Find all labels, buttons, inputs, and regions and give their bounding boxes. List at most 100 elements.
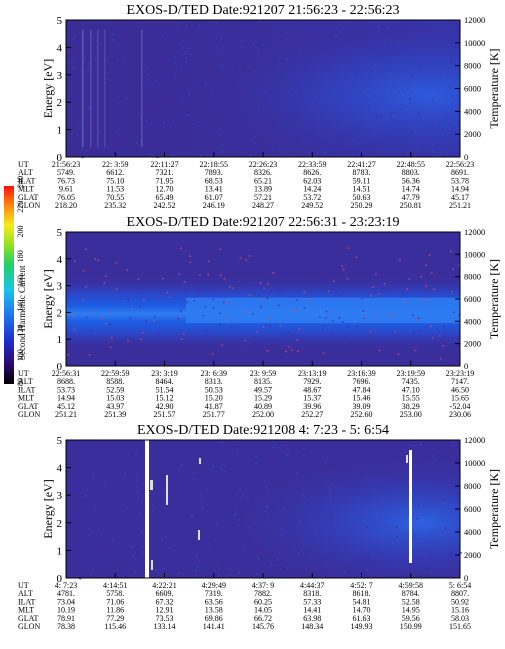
noise-pixel [212, 306, 215, 309]
noise-pixel [417, 503, 420, 506]
table-cell: 5: 6:54 [449, 581, 471, 590]
noise-pixel [321, 335, 324, 338]
noise-pixel [183, 281, 186, 283]
y-tick-label-right: 4000 [464, 527, 481, 537]
noise-pixel [432, 273, 435, 275]
noise-pixel [408, 278, 411, 280]
noise-pixel [373, 95, 376, 97]
noise-pixel [104, 58, 107, 60]
noise-pixel [235, 440, 238, 442]
table-row-label: GLON [18, 622, 40, 631]
table-cell: 8135. [254, 377, 272, 386]
noise-pixel [238, 69, 241, 71]
noise-pixel [433, 355, 436, 357]
noise-pixel [242, 492, 245, 495]
noise-pixel [318, 247, 321, 250]
noise-pixel [378, 262, 381, 264]
y-tick-label-right: 0 [464, 573, 468, 583]
noise-pixel [180, 338, 183, 340]
noise-pixel [266, 350, 269, 352]
noise-pixel [337, 533, 340, 536]
noise-pixel [87, 534, 90, 536]
noise-pixel [418, 544, 420, 546]
noise-pixel [325, 462, 327, 464]
noise-pixel [298, 89, 301, 91]
noise-pixel [98, 110, 101, 112]
table-row-label: GLON [18, 201, 40, 210]
table-cell: 148.34 [301, 622, 323, 631]
table-cell: 50.63 [353, 193, 371, 202]
noise-pixel [123, 58, 126, 61]
noise-pixel [127, 566, 130, 569]
noise-pixel [303, 66, 306, 69]
noise-pixel [302, 448, 305, 450]
noise-pixel [298, 327, 301, 330]
noise-pixel [272, 276, 275, 278]
noise-pixel [201, 496, 204, 498]
y-tick-label-right: 10000 [464, 38, 485, 48]
noise-pixel [348, 130, 351, 133]
table-cell: 63.56 [205, 597, 223, 606]
noise-pixel [178, 315, 181, 318]
noise-pixel [431, 337, 434, 339]
noise-pixel [129, 268, 132, 271]
noise-pixel [387, 315, 390, 317]
noise-pixel [187, 114, 190, 116]
noise-pixel [285, 484, 288, 487]
noise-pixel [237, 519, 240, 521]
noise-pixel [178, 273, 181, 275]
noise-pixel [131, 556, 134, 558]
noise-pixel [174, 82, 177, 84]
noise-pixel [264, 83, 267, 86]
noise-pixel [449, 445, 452, 447]
noise-pixel [69, 348, 72, 350]
noise-pixel [240, 143, 243, 146]
noise-pixel [298, 49, 301, 52]
noise-pixel [248, 526, 251, 528]
noise-pixel [325, 467, 328, 470]
noise-pixel [384, 442, 387, 444]
noise-pixel [180, 464, 183, 466]
noise-pixel [196, 565, 199, 568]
noise-pixel [254, 335, 257, 338]
noise-pixel [368, 104, 371, 107]
noise-pixel [293, 442, 296, 445]
noise-pixel [384, 525, 387, 527]
noise-pixel [342, 268, 345, 271]
noise-pixel [448, 86, 451, 89]
noise-pixel [261, 297, 264, 299]
noise-pixel [398, 259, 401, 261]
noise-pixel [208, 260, 210, 262]
noise-pixel [315, 530, 318, 532]
noise-pixel [420, 276, 423, 278]
noise-pixel [412, 38, 415, 40]
noise-pixel [352, 519, 354, 521]
streak [104, 30, 106, 147]
noise-pixel [103, 260, 106, 262]
panel-title: EXOS-D/TED Date:921208 4: 7:23 - 5: 6:54 [137, 423, 389, 438]
noise-pixel [146, 78, 149, 80]
noise-pixel [101, 318, 104, 320]
noise-pixel [318, 316, 321, 318]
noise-pixel [235, 451, 238, 454]
y-tick-label-left: 2 [57, 518, 63, 530]
table-cell: 4:44:37 [300, 581, 324, 590]
table-cell: 53.73 [57, 385, 75, 394]
panel-title: EXOS-D/TED Date:921207 21:56:23 - 22:56:… [127, 3, 400, 18]
noise-pixel [265, 505, 268, 508]
table-cell: 22:26:23 [249, 160, 277, 169]
noise-pixel [445, 115, 448, 117]
noise-pixel [170, 153, 173, 155]
table-cell: 50.53 [205, 385, 223, 394]
y-tick-label-right: 0 [464, 152, 468, 162]
noise-pixel [226, 89, 229, 91]
noise-pixel [405, 288, 408, 290]
noise-pixel [259, 282, 262, 284]
noise-pixel [225, 301, 228, 304]
noise-pixel [219, 49, 222, 51]
table-cell: 15.37 [303, 394, 321, 403]
noise-pixel [214, 272, 217, 274]
noise-pixel [398, 91, 401, 93]
noise-pixel [441, 128, 444, 130]
noise-pixel [361, 557, 364, 559]
